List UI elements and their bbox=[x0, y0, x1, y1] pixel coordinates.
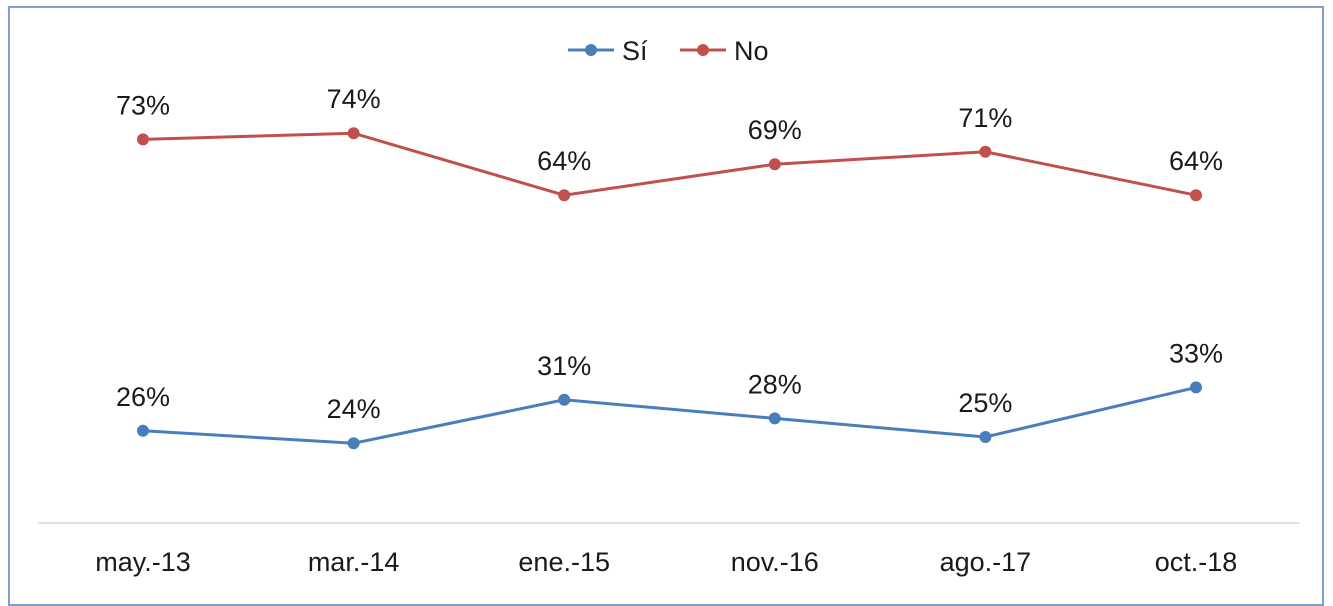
x-tick-label: may.-13 bbox=[95, 547, 191, 577]
legend-item-si: Sí bbox=[568, 36, 648, 66]
x-axis-ticks: may.-13 mar.-14 ene.-15 nov.-16 ago.-17 oct.-… bbox=[95, 547, 1237, 577]
x-tick-label: nov.-16 bbox=[731, 547, 819, 577]
data-point bbox=[1190, 189, 1202, 202]
plot-area: 26% 24% 31% 28% 25% 33% 73% 74% 64% 69% 71% 64% bbox=[116, 84, 1223, 450]
legend-marker-no bbox=[697, 44, 709, 56]
legend: Sí No bbox=[568, 36, 769, 66]
chart-frame: Sí No 26% 24% 31% 28% 25% 33% 73% 74% 64% 69% 71% 6… bbox=[8, 6, 1324, 606]
data-point bbox=[558, 393, 571, 406]
legend-marker-si bbox=[585, 44, 597, 56]
data-label: 33% bbox=[1169, 338, 1223, 368]
series-line-si bbox=[142, 385, 1197, 445]
data-label: 64% bbox=[537, 146, 591, 176]
data-point bbox=[137, 424, 149, 437]
data-label: 74% bbox=[327, 84, 381, 114]
x-tick-label: ene.-15 bbox=[518, 547, 610, 577]
data-point bbox=[347, 437, 360, 450]
data-label: 25% bbox=[958, 388, 1012, 418]
legend-label-si: Sí bbox=[622, 36, 648, 66]
x-tick-label: ago.-17 bbox=[940, 547, 1032, 577]
x-tick-label: mar.-14 bbox=[308, 547, 400, 577]
data-label: 28% bbox=[748, 369, 802, 399]
data-point bbox=[979, 145, 992, 158]
data-point bbox=[558, 189, 571, 202]
data-point bbox=[137, 133, 149, 146]
data-label: 26% bbox=[116, 382, 170, 412]
data-label: 71% bbox=[958, 103, 1012, 133]
data-label: 64% bbox=[1169, 146, 1223, 176]
line-chart: Sí No 26% 24% 31% 28% 25% 33% 73% 74% 64% 69% 71% 6… bbox=[38, 36, 1300, 577]
data-point bbox=[768, 412, 781, 425]
data-label: 73% bbox=[116, 90, 170, 120]
data-label: 69% bbox=[748, 115, 802, 145]
data-point bbox=[1190, 381, 1202, 394]
legend-label-no: No bbox=[734, 36, 769, 66]
series-line-no bbox=[142, 131, 1197, 197]
data-label: 24% bbox=[327, 394, 381, 424]
data-point bbox=[347, 127, 360, 140]
data-point bbox=[979, 431, 992, 443]
data-label: 31% bbox=[537, 351, 591, 381]
x-tick-label: oct.-18 bbox=[1155, 547, 1238, 577]
legend-item-no: No bbox=[680, 36, 769, 66]
data-point bbox=[768, 158, 781, 171]
